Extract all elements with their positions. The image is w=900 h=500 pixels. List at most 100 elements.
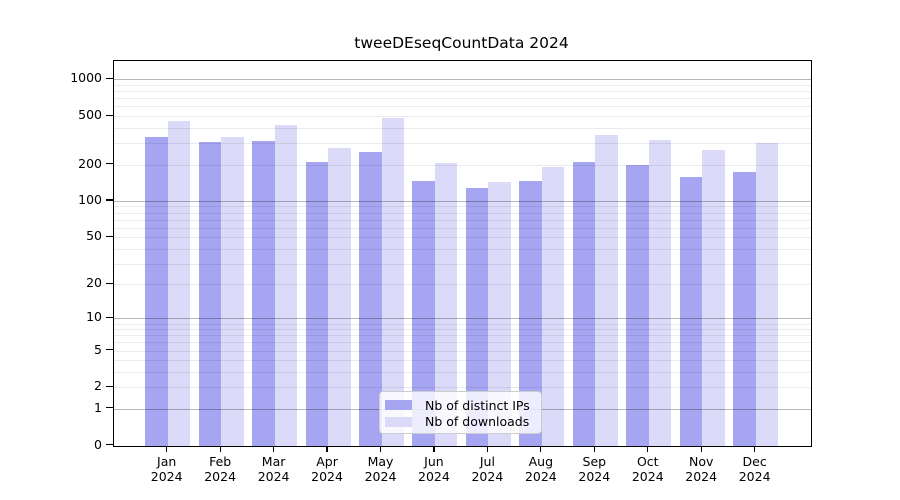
x-tick [486, 445, 488, 452]
y-tick-label: 500 [78, 107, 102, 123]
x-tick-month: Jul [479, 453, 495, 469]
y-tick-label: 1 [94, 399, 102, 415]
bar-distinct-ips-aug [519, 181, 542, 446]
gridline-1000 [114, 79, 811, 81]
bar-distinct-ips-oct [626, 165, 649, 446]
legend-item-distinct-ips: Nb of distinct IPs [385, 397, 535, 414]
y-tick-label: 2 [94, 378, 102, 394]
x-tick [219, 445, 221, 452]
gridline-200 [114, 164, 811, 166]
x-tick-year: 2024 [257, 469, 290, 484]
bar-distinct-ips-apr [305, 161, 329, 446]
gridline-8 [114, 329, 811, 331]
bar-downloads-dec [755, 143, 779, 446]
legend: Nb of distinct IPs Nb of downloads [379, 391, 542, 434]
x-tick [754, 445, 756, 452]
gridline-50 [114, 237, 811, 239]
bar-distinct-ips-may [359, 151, 382, 446]
y-tick [106, 114, 113, 116]
y-tick [106, 348, 113, 351]
y-tick [106, 385, 113, 387]
x-tick-label: Jan 2024 [127, 454, 207, 485]
x-tick-month: Oct [636, 453, 659, 469]
x-tick-label: Sep 2024 [554, 454, 634, 485]
bar-downloads-nov [702, 150, 725, 446]
y-tick [106, 316, 113, 319]
x-tick-month: Jan [157, 453, 177, 469]
bar-downloads-jun [434, 163, 458, 446]
bar-distinct-ips-nov [679, 176, 703, 446]
x-tick-year: 2024 [204, 469, 237, 484]
y-tick-label: 1000 [70, 70, 102, 86]
x-tick-month: May [367, 453, 394, 469]
gridline-5 [114, 350, 811, 352]
bar-distinct-ips-sep [572, 162, 596, 446]
x-tick-year: 2024 [471, 469, 504, 484]
bar-downloads-may [381, 117, 404, 446]
x-tick-year: 2024 [631, 469, 664, 484]
x-tick-year: 2024 [524, 469, 557, 484]
plot-area [113, 60, 812, 447]
gridline-9 [114, 323, 811, 325]
x-tick-year: 2024 [311, 469, 343, 484]
x-tick-year: 2024 [578, 469, 611, 484]
x-tick-month: Apr [316, 453, 338, 469]
bar-downloads-apr [328, 147, 351, 446]
bar-downloads-jul [488, 182, 511, 446]
x-tick-month: Mar [261, 453, 286, 469]
x-tick-year: 2024 [738, 469, 771, 484]
bar-downloads-mar [274, 125, 298, 446]
gridline-400 [114, 127, 811, 129]
bar-distinct-ips-jan [145, 137, 168, 446]
x-tick [593, 445, 595, 452]
bar-distinct-ips-dec [733, 172, 756, 446]
x-tick-label: Oct 2024 [608, 454, 688, 485]
gridline-20 [114, 284, 811, 286]
x-tick-label: Dec 2024 [715, 454, 795, 485]
x-tick-month: Jun [424, 453, 444, 469]
y-tick [106, 77, 113, 80]
bar-downloads-oct [648, 139, 672, 446]
x-tick-label: Mar 2024 [234, 454, 314, 485]
x-tick [433, 445, 435, 452]
x-tick-month: Feb [209, 453, 232, 469]
x-tick-month: Aug [528, 453, 554, 469]
chart-title: tweeDEseqCountData 2024 [354, 34, 569, 52]
bar-distinct-ips-jul [465, 187, 489, 446]
x-tick [379, 445, 382, 452]
y-tick [106, 443, 113, 446]
bar-downloads-sep [595, 134, 618, 446]
gridline-60 [114, 227, 811, 229]
y-tick [106, 282, 113, 284]
gridline-800 [114, 91, 811, 93]
x-tick-label: May 2024 [341, 454, 421, 485]
y-tick-label: 10 [86, 309, 102, 325]
x-tick-label: Feb 2024 [180, 454, 260, 485]
gridline-100 [114, 200, 811, 202]
bar-distinct-ips-feb [198, 142, 222, 446]
x-tick-month: Dec [742, 453, 767, 469]
bar-distinct-ips-jun [412, 181, 435, 446]
gridline-80 [114, 212, 811, 214]
gridline-70 [114, 219, 811, 221]
x-tick-label: Apr 2024 [287, 454, 367, 485]
gridline-700 [114, 98, 811, 100]
gridline-900 [114, 85, 811, 87]
gridline-10 [114, 318, 811, 320]
x-tick [647, 445, 649, 452]
y-tick [106, 162, 113, 165]
x-tick-month: Sep [582, 453, 607, 469]
x-tick-label: Jul 2024 [447, 454, 527, 485]
gridline-3 [114, 372, 811, 374]
x-tick [326, 445, 328, 452]
x-tick-label: Nov 2024 [661, 454, 741, 485]
gridline-6 [114, 342, 811, 344]
gridline-40 [114, 248, 811, 250]
bar-downloads-aug [541, 166, 565, 446]
y-tick [106, 235, 113, 237]
y-tick-label: 5 [94, 341, 102, 357]
gridline-600 [114, 106, 811, 108]
gridline-300 [114, 143, 811, 145]
x-tick-year: 2024 [685, 469, 718, 484]
